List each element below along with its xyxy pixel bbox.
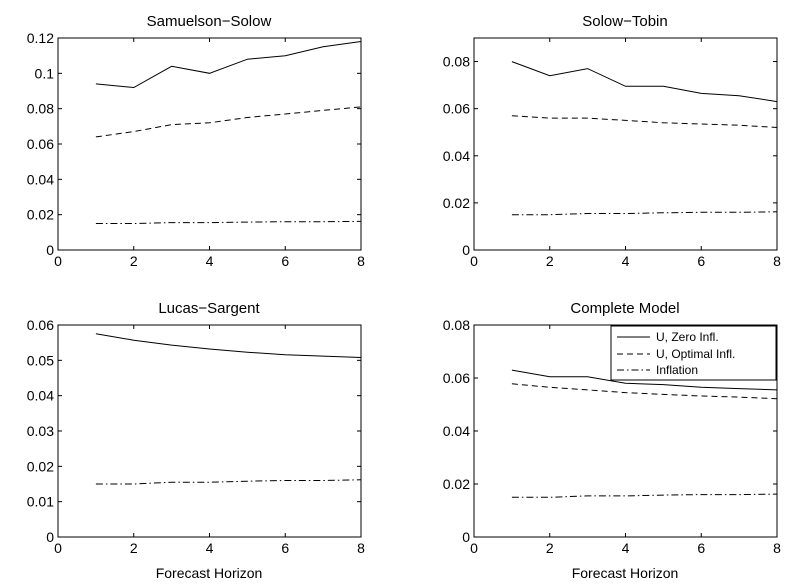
plot-frame	[57, 37, 362, 251]
y-tick-label: 0	[46, 242, 54, 258]
x-tick-label: 2	[130, 253, 138, 269]
legend-label: Inflation	[656, 363, 698, 377]
x-tick-label: 6	[281, 540, 289, 556]
x-tick-label: 0	[54, 253, 62, 269]
legend: U, Zero Infl. U, Optimal Infl. Inflation	[610, 325, 777, 381]
series-line-dashed	[95, 106, 362, 138]
y-tick-label: 0.1	[35, 65, 55, 81]
panel-solow-tobin: Solow−Tobin 0 2 4 6 8 0 0.02 0.04 0.06 0.08	[443, 13, 781, 269]
x-tick-label: 2	[130, 540, 138, 556]
series-line-solid	[511, 369, 778, 391]
y-tick-label: 0.04	[27, 171, 54, 187]
x-tick-label: 2	[546, 253, 554, 269]
y-tick-label: 0.05	[27, 352, 54, 368]
y-tick-label: 0	[462, 242, 470, 258]
series-line-dashed	[511, 115, 778, 128]
panel-samuelson-solow: Samuelson−Solow 0 2 4 6 8 0 0.02 0.04 0.06 0.08 0.…	[27, 13, 365, 269]
x-tick-label: 6	[281, 253, 289, 269]
legend-label: U, Optimal Infl.	[656, 347, 735, 361]
chart-marks: 0 2 4 6 8 0 0.01 0.02 0.03 0.04 0.05 0.06	[27, 317, 365, 556]
x-tick-label: 6	[697, 253, 705, 269]
y-tick-label: 0.02	[443, 195, 470, 211]
panel-lucas-sargent: Lucas−Sargent 0 2 4 6 8 0 0.01 0.02 0.03 0.04 0.05…	[27, 300, 365, 581]
y-tick-label: 0.04	[443, 423, 470, 439]
y-tick-label: 0.08	[27, 101, 54, 117]
plot-frame	[57, 324, 362, 538]
x-tick-label: 4	[206, 253, 214, 269]
x-tick-label: 4	[622, 540, 630, 556]
plot-frame	[473, 37, 778, 251]
x-tick-label: 2	[546, 540, 554, 556]
x-tick-label: 6	[697, 540, 705, 556]
legend-label: U, Zero Infl.	[656, 330, 719, 344]
x-tick-label: 4	[622, 253, 630, 269]
x-tick-label: 0	[470, 540, 478, 556]
panel-title: Solow−Tobin	[582, 13, 667, 30]
x-axis-label: Forecast Horizon	[572, 565, 679, 581]
x-tick-label: 0	[54, 540, 62, 556]
series-line-solid	[95, 333, 362, 358]
y-tick-label: 0.06	[27, 136, 54, 152]
x-tick-label: 8	[773, 540, 781, 556]
y-tick-label: 0.02	[27, 207, 54, 223]
chart-marks: 0 2 4 6 8 0 0.02 0.04 0.06 0.08 0.1 0.12	[27, 30, 365, 269]
legend-box	[610, 325, 777, 381]
y-tick-label: 0.12	[27, 30, 54, 46]
y-tick-label: 0	[46, 529, 54, 545]
chart-marks: 0 2 4 6 8 0 0.02 0.04 0.06 0.08	[443, 317, 781, 556]
chart-marks: 0 2 4 6 8 0 0.02 0.04 0.06 0.08	[443, 38, 781, 269]
x-tick-label: 8	[773, 253, 781, 269]
series-line-solid	[95, 41, 362, 89]
y-tick-label: 0.04	[27, 388, 54, 404]
x-tick-label: 8	[357, 253, 365, 269]
x-axis-label: Forecast Horizon	[156, 565, 263, 581]
y-tick-label: 0.08	[443, 54, 470, 70]
series-line-dashdot	[95, 479, 362, 485]
x-tick-label: 0	[470, 253, 478, 269]
y-tick-label: 0	[462, 529, 470, 545]
y-tick-label: 0.06	[443, 101, 470, 117]
series-line-dashed	[511, 383, 778, 400]
y-tick-label: 0.03	[27, 423, 54, 439]
y-tick-label: 0.06	[27, 317, 54, 333]
y-tick-label: 0.08	[443, 317, 470, 333]
y-tick-label: 0.02	[443, 476, 470, 492]
panel-title: Complete Model	[570, 300, 679, 317]
y-tick-label: 0.01	[27, 494, 54, 510]
y-tick-label: 0.04	[443, 148, 470, 164]
x-tick-label: 8	[357, 540, 365, 556]
series-line-dashdot	[95, 220, 362, 224]
y-tick-label: 0.06	[443, 370, 470, 386]
series-line-solid	[511, 61, 778, 103]
panel-title: Lucas−Sargent	[158, 300, 260, 317]
panel-title: Samuelson−Solow	[147, 13, 272, 30]
series-line-dashdot	[511, 493, 778, 498]
y-tick-label: 0.02	[27, 458, 54, 474]
panel-complete-model: Complete Model 0 2 4 6 8 0 0.02 0.04 0.06 0.08 Fo…	[443, 300, 781, 581]
x-tick-label: 4	[206, 540, 214, 556]
series-line-dashdot	[511, 211, 778, 216]
